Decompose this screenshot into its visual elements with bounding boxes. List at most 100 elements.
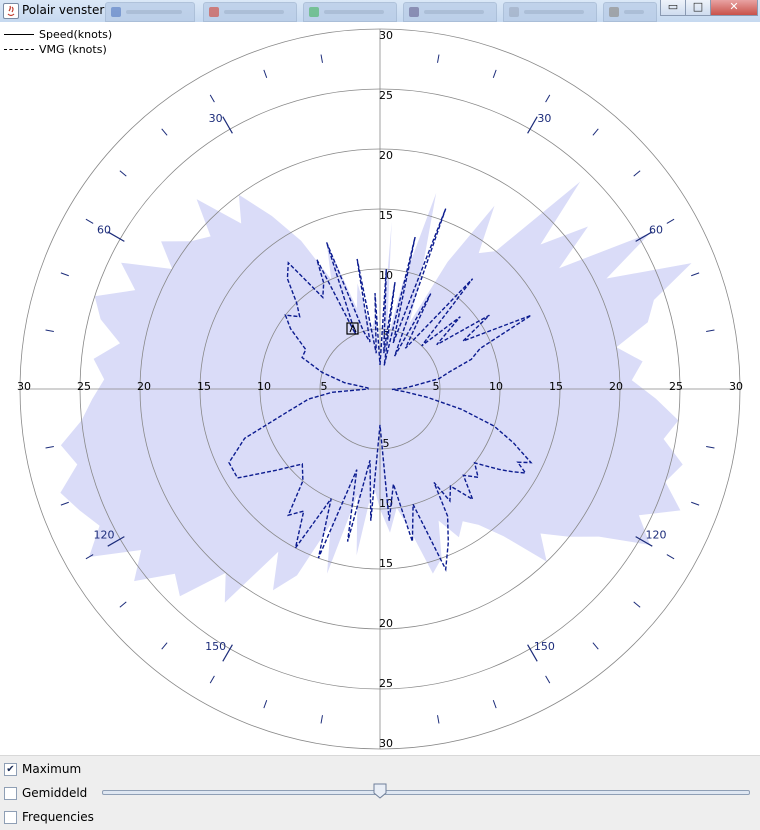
angle-tick (119, 601, 127, 608)
window-icon (509, 7, 519, 17)
angle-tick (320, 715, 323, 724)
angle-tick (666, 554, 675, 560)
angle-tick (437, 715, 440, 724)
legend-item-speed: Speed(knots) (4, 27, 112, 42)
radial-tick-label: 25 (669, 380, 683, 393)
angle-tick-major (635, 231, 653, 242)
legend-label-vmg: VMG (knots) (39, 43, 107, 56)
radial-tick-label: 15 (379, 557, 393, 570)
control-panel: ✔ Maximum Gemiddeld Frequencies (0, 755, 760, 830)
angle-tick (60, 272, 69, 277)
angle-tick (161, 128, 168, 136)
legend-label-speed: Speed(knots) (39, 28, 113, 41)
angle-tick (706, 446, 715, 449)
radial-tick-label: 30 (729, 380, 743, 393)
radial-tick-label: 25 (77, 380, 91, 393)
slider-thumb[interactable] (373, 783, 387, 799)
angle-tick-major (107, 536, 125, 547)
background-taskbar-tab[interactable] (603, 2, 657, 22)
angle-tick (119, 170, 127, 177)
angle-tick (161, 642, 168, 650)
radial-tick-label: 25 (379, 89, 393, 102)
angle-tick (545, 675, 551, 684)
title-bar: Polair venster ▭ □ ✕ (0, 0, 760, 23)
maximize-button[interactable]: □ (685, 0, 711, 16)
radial-tick-label: 20 (379, 149, 393, 162)
window-icon (111, 7, 121, 17)
angle-tick (545, 94, 551, 103)
radial-tick-label: 10 (379, 497, 393, 510)
background-taskbar-tab[interactable] (203, 2, 297, 22)
radial-tick-label: 30 (17, 380, 31, 393)
angle-tick (492, 69, 497, 78)
window-icon (209, 7, 219, 17)
minimize-button[interactable]: ▭ (660, 0, 686, 16)
angle-tick-major (635, 536, 653, 547)
angle-tick (45, 446, 54, 449)
solid-line-swatch (4, 34, 34, 35)
angle-tick (691, 272, 700, 277)
maximum-checkbox[interactable]: ✔ (4, 762, 17, 776)
angle-tick (633, 170, 641, 177)
dashed-line-swatch (4, 49, 34, 50)
radial-tick-label: 10 (257, 380, 271, 393)
radial-tick-label: 5 (433, 380, 440, 393)
background-taskbar-tab[interactable] (403, 2, 497, 22)
radial-tick-label: 20 (609, 380, 623, 393)
frequencies-label: Frequencies (22, 810, 94, 824)
angle-tick (691, 501, 700, 506)
maximum-checkbox-row[interactable]: ✔ Maximum (4, 760, 81, 778)
angle-tick-major (527, 116, 538, 134)
radial-tick-label: 25 (379, 677, 393, 690)
angle-tick (263, 700, 268, 709)
angle-tick (60, 501, 69, 506)
angle-label: 120 (94, 528, 115, 541)
polar-plot: 5 5 5 5 10 10 10 10 15 15 15 15 20 20 20 20 25 25 25 25 30 30… (0, 22, 760, 755)
window-icon (409, 7, 419, 17)
angle-tick (492, 700, 497, 709)
angle-tick (85, 554, 94, 560)
radial-tick-label: 15 (549, 380, 563, 393)
radial-tick-label: 5 (383, 329, 390, 342)
legend-item-vmg: VMG (knots) (4, 42, 112, 57)
angle-tick (209, 94, 215, 103)
angle-tick-major (527, 644, 538, 662)
window-title: Polair venster (22, 3, 105, 17)
speed-area (60, 181, 692, 603)
angle-tick (320, 54, 323, 63)
legend: Speed(knots) VMG (knots) (4, 27, 112, 57)
radial-tick-label: 15 (379, 209, 393, 222)
background-taskbar-tab[interactable] (303, 2, 397, 22)
angle-label: 30 (537, 112, 551, 125)
radial-tick-label: 5 (383, 437, 390, 450)
window-icon (609, 7, 619, 17)
vmg-line (228, 208, 533, 572)
radial-tick-label: 15 (197, 380, 211, 393)
angle-label: 120 (645, 528, 666, 541)
java-app-icon (3, 3, 19, 19)
frequencies-checkbox[interactable] (4, 810, 17, 824)
radial-tick-label: 30 (379, 29, 393, 42)
angle-label: 60 (649, 224, 663, 237)
close-button[interactable]: ✕ (710, 0, 758, 16)
radial-tick-label: 10 (489, 380, 503, 393)
angle-label: 30 (209, 112, 223, 125)
maximum-label: Maximum (22, 762, 82, 776)
angle-tick (592, 128, 599, 136)
angle-tick-major (222, 644, 233, 662)
angle-label: 150 (534, 640, 555, 653)
angle-label: 60 (97, 224, 111, 237)
angle-tick-major (222, 116, 233, 134)
gemiddeld-checkbox[interactable] (4, 786, 17, 800)
background-taskbar-tab[interactable] (105, 2, 195, 22)
boat-marker-icon (349, 323, 357, 333)
radial-tick-label: 20 (379, 617, 393, 630)
frequencies-checkbox-row[interactable]: Frequencies (4, 808, 94, 826)
angle-tick (209, 675, 215, 684)
angle-tick-major (107, 231, 125, 242)
angle-label: 150 (205, 640, 226, 653)
gemiddeld-checkbox-row[interactable]: Gemiddeld (4, 784, 87, 802)
slider-track[interactable] (102, 790, 750, 795)
background-taskbar-tab[interactable] (503, 2, 597, 22)
